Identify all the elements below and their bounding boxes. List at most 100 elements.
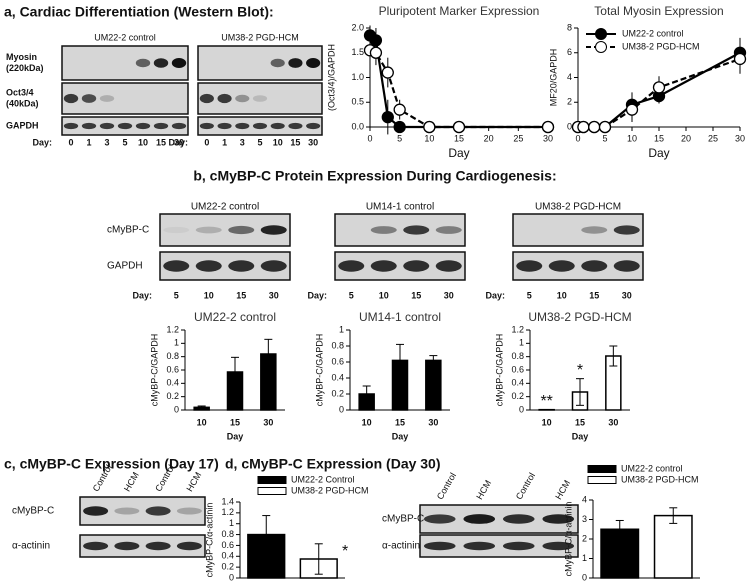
blot-band	[114, 507, 140, 515]
blot-band	[270, 122, 285, 130]
lane-label: 10	[273, 137, 283, 147]
row-label: GAPDH	[6, 120, 39, 130]
x-axis-label: Day	[448, 146, 469, 160]
panel-title: a, Cardiac Differentiation (Western Blot…	[4, 4, 274, 20]
blot-band	[435, 260, 462, 272]
lane-label: 15	[589, 290, 599, 300]
y-tick-label: 0	[567, 121, 572, 131]
blot-band	[435, 226, 462, 234]
y-tick-label: 1.5	[351, 47, 364, 57]
y-axis-label: cMyBP-C/GAPDH	[314, 334, 324, 407]
blot-band	[423, 514, 456, 524]
y-tick-label: 0.8	[221, 529, 234, 539]
blot-band	[542, 514, 575, 524]
x-tick-label: 30	[735, 133, 745, 143]
y-axis-label: cMyBP-C/α-actinin	[204, 503, 214, 578]
blot-panel	[197, 45, 323, 81]
lane-label: HCM	[185, 470, 204, 493]
x-tick-label: 30	[263, 417, 273, 427]
lane-label: 15	[236, 290, 246, 300]
y-tick-label: 2	[582, 533, 587, 543]
y-tick-label: 1	[174, 338, 179, 348]
legend-label: UM38-2 PGD-HCM	[622, 41, 700, 51]
lane-label: 3	[104, 137, 109, 147]
blot-header: UM14-1 control	[366, 202, 434, 213]
blot-header: UM38-2 PGD-HCM	[535, 202, 621, 213]
panel-title: d, cMyBP-C Expression (Day 30)	[225, 456, 441, 472]
chart-title: UM38-2 PGD-HCM	[528, 310, 631, 324]
blot-band	[260, 225, 287, 235]
x-tick-label: 30	[543, 133, 553, 143]
y-tick-label: 0.4	[511, 378, 524, 388]
row-label: cMyBP-C	[12, 506, 54, 517]
y-tick-label: 0.6	[221, 540, 234, 550]
blot-band	[153, 58, 169, 68]
y-tick-label: 0.8	[331, 340, 344, 350]
y-tick-label: 0.5	[351, 97, 364, 107]
chart-title: Pluripotent Marker Expression	[379, 4, 540, 18]
row-label: (220kDa)	[6, 63, 44, 73]
x-tick-label: 10	[627, 133, 637, 143]
blot-band	[171, 122, 187, 130]
y-tick-label: 2.0	[351, 22, 364, 32]
x-axis-label: Day	[572, 431, 589, 441]
blot-band	[99, 95, 115, 102]
series-line	[369, 49, 548, 129]
lane-label: HCM	[474, 478, 493, 501]
lane-label: 10	[138, 137, 148, 147]
marker	[577, 120, 590, 134]
blot-band	[542, 541, 575, 551]
lane-label: 5	[349, 290, 354, 300]
blot-header: UM22-2 control	[191, 202, 259, 213]
marker	[423, 120, 436, 134]
blot-band	[176, 507, 202, 515]
y-tick-label: 0.6	[331, 356, 344, 366]
y-tick-label: 0	[174, 404, 179, 414]
chart-title: Total Myosin Expression	[594, 4, 723, 18]
blot-band	[217, 93, 232, 104]
row-label: GAPDH	[107, 261, 143, 272]
blot-band	[403, 260, 430, 272]
y-tick-label: 0.6	[511, 364, 524, 374]
lane-label: 30	[308, 137, 318, 147]
blot-band	[83, 506, 109, 516]
lane-label: 15	[156, 137, 166, 147]
blot-header: UM38-2 PGD-HCM	[221, 32, 299, 42]
blot-band	[63, 122, 79, 130]
y-tick-label: 0	[339, 404, 344, 414]
lane-label: 3	[240, 137, 245, 147]
x-tick-label: 10	[542, 417, 552, 427]
chart-title: UM14-1 control	[359, 310, 441, 324]
chart-title: UM22-2 control	[194, 310, 276, 324]
blot-band	[423, 541, 456, 551]
blot-band	[153, 122, 169, 130]
lane-label: 15	[290, 137, 300, 147]
x-tick-label: 20	[484, 133, 494, 143]
blot-band	[171, 58, 187, 68]
blot-band	[502, 541, 535, 551]
blot-band	[114, 541, 140, 551]
lane-label: 0	[204, 137, 209, 147]
lane-label: 10	[557, 290, 567, 300]
blot-band	[195, 226, 222, 234]
y-tick-label: 0.2	[166, 391, 179, 401]
lane-label: 10	[204, 290, 214, 300]
y-tick-label: 0.2	[511, 391, 524, 401]
x-tick-label: 10	[197, 417, 207, 427]
blot-band	[463, 514, 496, 524]
row-label: (40kDa)	[6, 98, 39, 108]
x-axis-label: Day	[227, 431, 244, 441]
blot-band	[270, 58, 285, 68]
blot-band	[99, 122, 115, 130]
y-tick-label: 1	[582, 553, 587, 563]
lane-label: 5	[257, 137, 262, 147]
lane-label: 0	[68, 137, 73, 147]
blot-band	[228, 260, 255, 272]
y-tick-label: 3	[582, 514, 587, 524]
blot-band	[288, 122, 303, 130]
x-tick-label: 15	[454, 133, 464, 143]
lane-label: Control	[435, 471, 458, 501]
day-label: Day:	[132, 290, 152, 300]
y-tick-label: 1.4	[221, 496, 234, 506]
blot-band	[613, 225, 640, 235]
